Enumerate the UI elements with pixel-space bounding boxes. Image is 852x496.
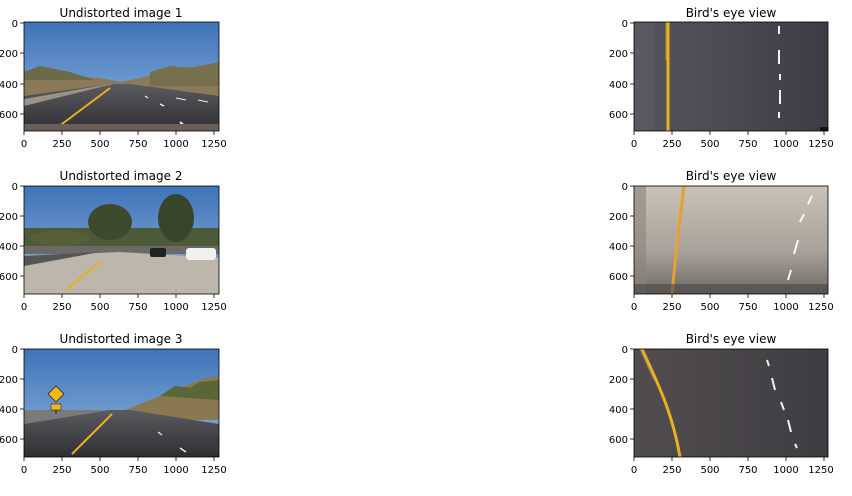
x-tick-label: 0 [21,139,27,150]
x-axis: 0 250 500 750 1000 1250 [631,131,834,150]
panel-title: Undistorted image 3 [60,332,183,346]
x-tick-label: 250 [52,139,71,150]
y-axis: 0 200 400 600 [609,345,634,446]
y-tick-label: 600 [0,272,18,283]
axes-frame [23,21,220,132]
y-tick-label: 400 [609,242,628,253]
y-tick-label: 0 [12,19,18,30]
x-tick-label: 1250 [201,139,226,150]
axes-frame [633,21,829,132]
x-tick-label: 1000 [163,465,188,476]
y-tick-label: 0 [622,345,628,356]
x-tick-label: 1000 [773,139,798,150]
axes-frame [633,185,829,295]
x-tick-label: 1250 [808,302,833,313]
y-tick-label: 0 [12,345,18,356]
x-tick-label: 250 [662,465,681,476]
x-tick-label: 1000 [163,302,188,313]
x-tick-label: 1250 [808,139,833,150]
y-tick-label: 600 [609,435,628,446]
x-tick-label: 1000 [773,465,798,476]
x-tick-label: 750 [128,302,147,313]
x-tick-label: 0 [631,302,637,313]
panel-2: Bird's eye view 0 200 400 600 0 250 500 … [609,6,834,150]
y-tick-label: 400 [0,80,18,91]
y-tick-label: 200 [609,49,628,60]
x-axis: 0 250 500 750 1000 1250 [21,131,227,150]
y-tick-label: 600 [609,110,628,121]
y-axis: 0 200 400 600 [609,19,634,121]
x-axis: 0 250 500 750 1000 1250 [631,294,834,313]
panel-title: Bird's eye view [686,6,777,20]
y-tick-label: 200 [609,212,628,223]
panel-title: Bird's eye view [686,332,777,346]
x-tick-label: 250 [52,302,71,313]
y-tick-label: 600 [0,110,18,121]
x-tick-label: 500 [90,139,109,150]
x-tick-label: 0 [21,465,27,476]
y-tick-label: 200 [0,212,18,223]
panel-5: Undistorted image 3 0 200 400 600 0 2 [0,332,227,476]
axes-frame [23,348,220,458]
y-axis: 0 200 400 600 [609,182,634,283]
panel-6: Bird's eye view 0 200 400 600 0 250 500 … [609,332,834,476]
scene-image [634,22,828,131]
scene-image [24,186,219,294]
panel-title: Undistorted image 1 [60,6,183,20]
panel-title: Bird's eye view [686,169,777,183]
y-tick-label: 200 [0,375,18,386]
x-tick-label: 0 [631,465,637,476]
panel-title: Undistorted image 2 [60,169,183,183]
x-tick-label: 750 [128,465,147,476]
scene-image [634,185,828,295]
y-tick-label: 400 [0,405,18,416]
x-tick-label: 750 [738,465,757,476]
x-tick-label: 500 [90,465,109,476]
y-tick-label: 400 [609,80,628,91]
y-tick-label: 0 [622,19,628,30]
axes-frame [633,348,829,458]
x-tick-label: 500 [90,302,109,313]
x-tick-label: 250 [52,465,71,476]
x-tick-label: 1250 [201,302,226,313]
x-tick-label: 1250 [201,465,226,476]
scene-image [634,348,828,458]
y-tick-label: 600 [0,435,18,446]
y-axis: 0 200 400 600 [0,182,24,283]
x-tick-label: 0 [631,139,637,150]
y-tick-label: 400 [0,242,18,253]
x-tick-label: 1000 [773,302,798,313]
x-tick-label: 500 [700,139,719,150]
warning-sign-icon [47,385,65,414]
y-tick-label: 600 [609,272,628,283]
y-axis: 0 200 400 600 [0,19,24,121]
y-tick-label: 200 [609,375,628,386]
y-axis: 0 200 400 600 [0,345,24,446]
scene-image [24,22,219,131]
scene-image [24,349,219,457]
x-tick-label: 1000 [163,139,188,150]
x-tick-label: 750 [738,139,757,150]
x-tick-label: 500 [700,302,719,313]
panel-3: Undistorted image 2 0 200 400 600 0 250 … [0,169,227,313]
y-tick-label: 200 [0,49,18,60]
axes-frame [23,185,220,295]
y-tick-label: 400 [609,405,628,416]
x-tick-label: 1250 [808,465,833,476]
x-axis: 0 250 500 750 1000 1250 [21,294,227,313]
x-axis: 0 250 500 750 1000 1250 [21,457,227,476]
x-tick-label: 250 [662,139,681,150]
y-tick-label: 0 [12,182,18,193]
x-tick-label: 250 [662,302,681,313]
x-tick-label: 500 [700,465,719,476]
y-tick-label: 0 [622,182,628,193]
x-axis: 0 250 500 750 1000 1250 [631,457,834,476]
x-tick-label: 750 [738,302,757,313]
panel-1: Undistorted image 1 0 200 400 600 0 250 [0,6,227,150]
x-tick-label: 0 [21,302,27,313]
panel-4: Bird's eye view 0 200 400 600 0 250 500 … [609,169,834,313]
x-tick-label: 750 [128,139,147,150]
